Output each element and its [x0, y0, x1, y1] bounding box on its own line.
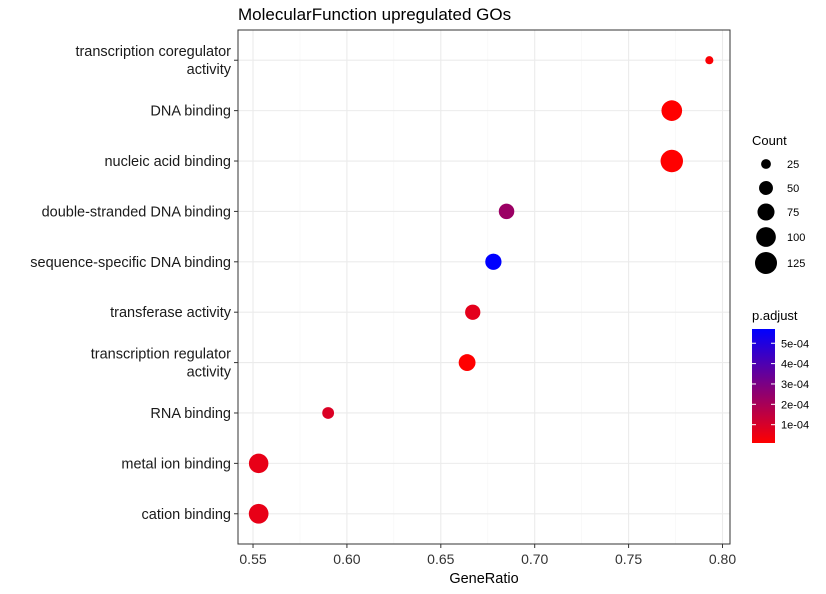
colorbar-tick-label: 2e-04	[781, 399, 809, 411]
minor-gridlines	[299, 30, 676, 544]
count-legend-label: 25	[787, 159, 799, 171]
colorbar-tick-label: 1e-04	[781, 420, 809, 432]
panel-border	[237, 29, 731, 545]
count-legend-label: 50	[787, 183, 799, 195]
y-tick-label: transferase activity	[110, 305, 232, 321]
colorbar-tick-label: 5e-04	[781, 338, 809, 350]
x-tick-label: 0.65	[427, 551, 454, 567]
count-legend-label: 100	[787, 232, 805, 244]
count-legend-label: 125	[787, 258, 805, 270]
y-tick-label: activity	[187, 365, 232, 381]
data-point	[322, 407, 335, 419]
y-tick-label: sequence-specific DNA binding	[30, 255, 231, 271]
count-legend-key	[756, 227, 776, 247]
y-tick-label: DNA binding	[150, 104, 231, 120]
count-legend-key	[757, 203, 775, 221]
data-point	[248, 453, 269, 474]
x-axis: 0.55 0.60 0.65 0.70 0.75 0.80	[239, 544, 736, 567]
data-point	[248, 503, 269, 524]
y-tick-label: activity	[187, 62, 232, 78]
x-tick-label: 0.55	[239, 551, 266, 567]
colorbar-tick-label: 4e-04	[781, 359, 809, 371]
x-tick-label: 0.60	[333, 551, 360, 567]
data-point	[458, 354, 476, 372]
y-tick-label: RNA binding	[150, 406, 231, 422]
y-tick-label: double-stranded DNA binding	[42, 204, 231, 220]
count-legend-key	[759, 181, 773, 195]
data-point	[661, 100, 683, 121]
data-point	[465, 304, 481, 320]
major-gridlines	[238, 30, 730, 544]
p-adjust-legend: p.adjust 1e-04 2e-04 3e-04 4e-04 5e-04	[752, 308, 809, 443]
y-tick-label: transcription regulator	[91, 347, 231, 363]
data-point	[498, 203, 515, 220]
y-tick-label: cation binding	[142, 507, 232, 523]
count-legend-title: Count	[752, 133, 787, 148]
x-tick-label: 0.70	[521, 551, 548, 567]
x-tick-label: 0.75	[615, 551, 642, 567]
x-axis-title: GeneRatio	[449, 571, 518, 587]
x-tick-label: 0.80	[709, 551, 736, 567]
data-points	[248, 56, 714, 524]
y-tick-label: nucleic acid binding	[104, 154, 231, 170]
y-tick-label: metal ion binding	[121, 456, 231, 472]
count-legend-key	[761, 159, 771, 169]
y-tick-label: transcription coregulator	[75, 44, 231, 60]
data-point	[705, 56, 714, 65]
y-axis: cation binding metal ion binding RNA bindi…	[30, 44, 238, 523]
data-point	[660, 149, 684, 173]
data-point	[485, 253, 502, 270]
count-legend-label: 75	[787, 207, 799, 219]
count-legend-key	[754, 251, 778, 275]
p-adjust-colorbar	[752, 329, 775, 443]
chart-title: MolecularFunction upregulated GOs	[238, 5, 511, 24]
colorbar-tick-label: 3e-04	[781, 379, 809, 391]
p-adjust-legend-title: p.adjust	[752, 308, 798, 323]
